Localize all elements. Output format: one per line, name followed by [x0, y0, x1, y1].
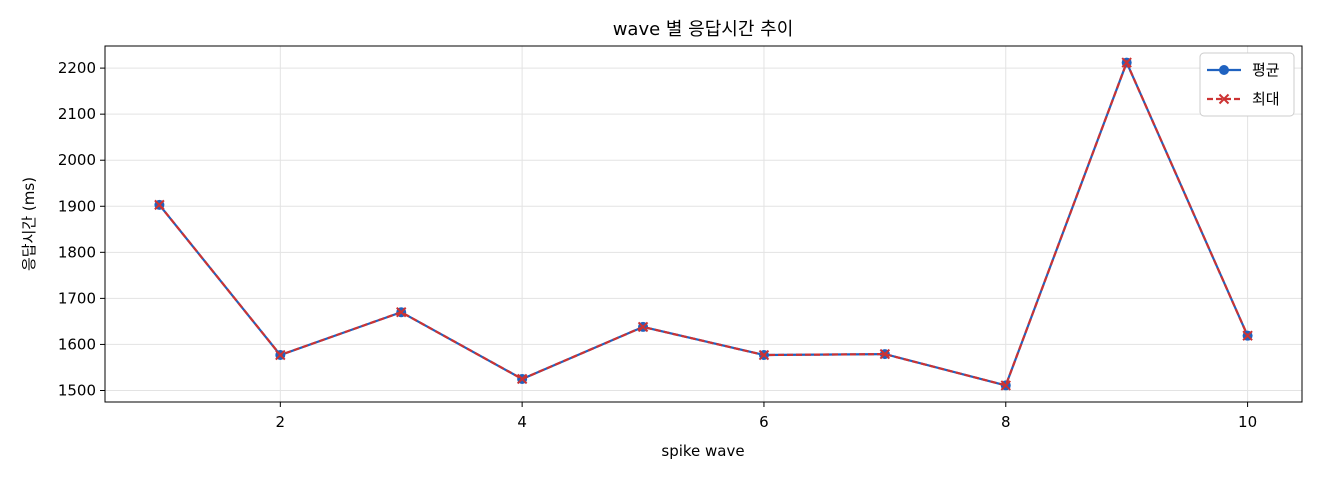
legend-box: [1199, 52, 1295, 117]
legend-marker: [1219, 65, 1229, 75]
y-axis: 1500 1600 1700 1800 1900 2000 2100 2200: [58, 59, 105, 399]
legend-label: 최대: [1252, 90, 1280, 108]
x-tick-label: 2: [276, 413, 286, 431]
y-tick-label: 1600: [58, 335, 96, 353]
y-tick-label: 1700: [58, 289, 96, 307]
legend-item-2: 최대: [1207, 90, 1280, 108]
y-tick-label: 1800: [58, 243, 96, 261]
data-point: [516, 373, 528, 385]
data-point: [1000, 380, 1011, 391]
series-2: [154, 57, 1253, 391]
x-axis: 2 4 6 8 10: [276, 402, 1257, 431]
y-tick-label: 1900: [58, 197, 96, 215]
data-point: [758, 349, 770, 361]
series-layer: [154, 57, 1253, 391]
y-axis-label: 응답시간 (ms): [20, 177, 38, 271]
series-line: [158, 59, 1249, 387]
y-tick-label: 2200: [58, 59, 96, 77]
data-point: [1242, 330, 1253, 341]
chart-title: wave 별 응답시간 추이: [613, 19, 794, 40]
grid: [105, 46, 1302, 402]
data-point: [154, 199, 165, 211]
y-tick-label: 2100: [58, 105, 96, 123]
legend-marker: [1218, 93, 1230, 105]
y-tick-label: 2000: [58, 151, 96, 169]
data-point: [275, 349, 286, 361]
series-line: [158, 59, 1249, 387]
legend-label: 평균: [1252, 61, 1280, 79]
x-axis-label: spike wave: [661, 442, 744, 460]
legend-item-1: 평균: [1207, 61, 1280, 79]
data-point: [396, 306, 407, 318]
data-point: [1121, 57, 1132, 68]
plot-frame: [104, 45, 1303, 403]
y-tick-label: 1500: [58, 381, 96, 399]
x-tick-label: 4: [517, 413, 527, 431]
data-point: [637, 321, 649, 333]
data-point: [879, 348, 891, 360]
x-tick-label: 6: [759, 413, 769, 431]
x-tick-label: 10: [1238, 413, 1257, 431]
x-tick-label: 8: [1001, 413, 1011, 431]
